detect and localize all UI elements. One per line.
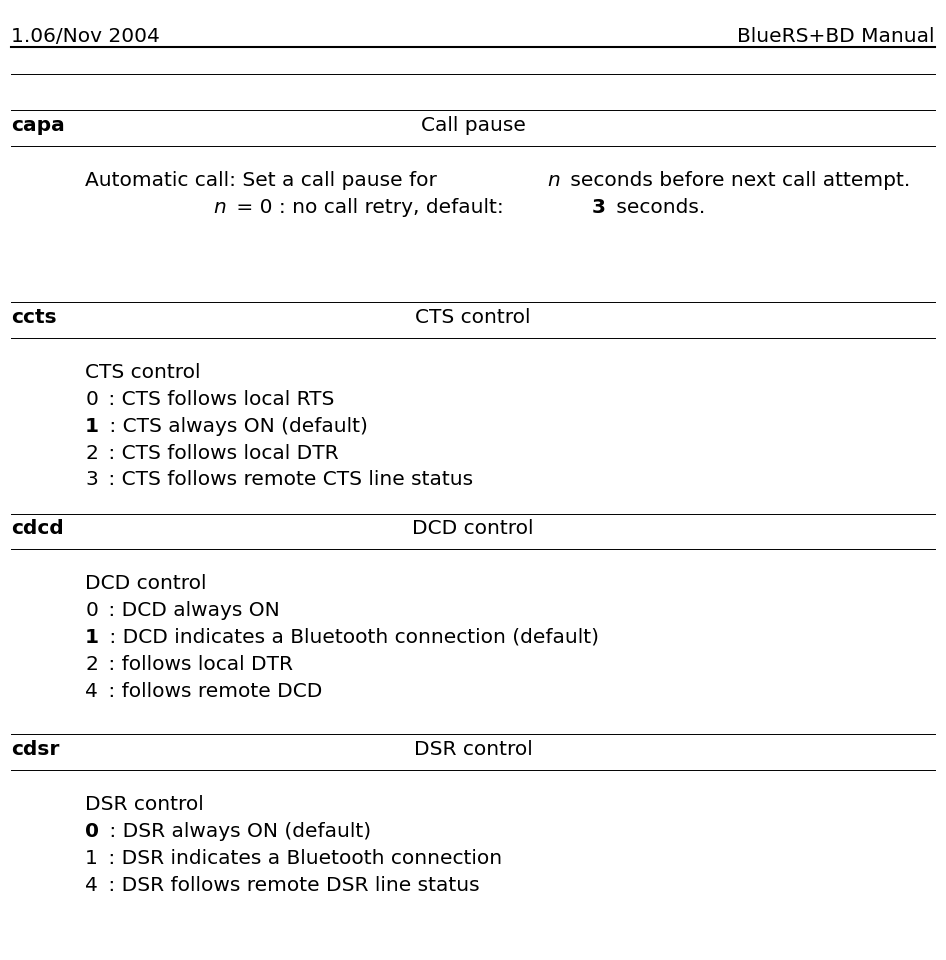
Text: 2: 2 (85, 444, 98, 463)
Text: 1: 1 (85, 849, 98, 868)
Text: 4: 4 (85, 682, 98, 701)
Text: 1: 1 (85, 628, 99, 647)
Text: BlueRS+BD Manual: BlueRS+BD Manual (737, 27, 935, 46)
Text: : CTS always ON (default): : CTS always ON (default) (103, 417, 368, 436)
Text: 0: 0 (85, 601, 98, 620)
Text: : CTS follows local RTS: : CTS follows local RTS (102, 390, 334, 409)
Text: n: n (214, 198, 226, 217)
Text: ccts: ccts (11, 308, 57, 327)
Text: : DCD indicates a Bluetooth connection (default): : DCD indicates a Bluetooth connection (… (103, 628, 599, 647)
Text: cdcd: cdcd (11, 519, 64, 539)
Text: Automatic call: Set a call pause for: Automatic call: Set a call pause for (85, 171, 444, 190)
Text: seconds before next call attempt.: seconds before next call attempt. (564, 171, 910, 190)
Text: : follows local DTR: : follows local DTR (102, 655, 292, 674)
Text: : DSR indicates a Bluetooth connection: : DSR indicates a Bluetooth connection (102, 849, 502, 868)
Text: DSR control: DSR control (413, 740, 533, 759)
Text: CTS control: CTS control (85, 363, 201, 382)
Text: : CTS follows local DTR: : CTS follows local DTR (102, 444, 339, 463)
Text: 0: 0 (85, 390, 98, 409)
Text: : DSR always ON (default): : DSR always ON (default) (103, 822, 372, 841)
Text: 1: 1 (85, 417, 99, 436)
Text: capa: capa (11, 116, 65, 135)
Text: CTS control: CTS control (415, 308, 531, 327)
Text: 3: 3 (85, 470, 97, 490)
Text: 3: 3 (591, 198, 605, 217)
Text: 0: 0 (85, 822, 99, 841)
Text: DSR control: DSR control (85, 795, 204, 814)
Text: : DCD always ON: : DCD always ON (102, 601, 279, 620)
Text: DCD control: DCD control (85, 574, 206, 593)
Text: 2: 2 (85, 655, 98, 674)
Text: seconds.: seconds. (609, 198, 705, 217)
Text: : follows remote DCD: : follows remote DCD (102, 682, 323, 701)
Text: 4: 4 (85, 876, 98, 895)
Text: : CTS follows remote CTS line status: : CTS follows remote CTS line status (101, 470, 473, 490)
Text: DCD control: DCD control (412, 519, 534, 539)
Text: cdsr: cdsr (11, 740, 60, 759)
Text: : DSR follows remote DSR line status: : DSR follows remote DSR line status (102, 876, 480, 895)
Text: = 0 : no call retry, default:: = 0 : no call retry, default: (230, 198, 510, 217)
Text: Call pause: Call pause (421, 116, 525, 135)
Text: n: n (548, 171, 560, 190)
Text: 1.06/Nov 2004: 1.06/Nov 2004 (11, 27, 160, 46)
